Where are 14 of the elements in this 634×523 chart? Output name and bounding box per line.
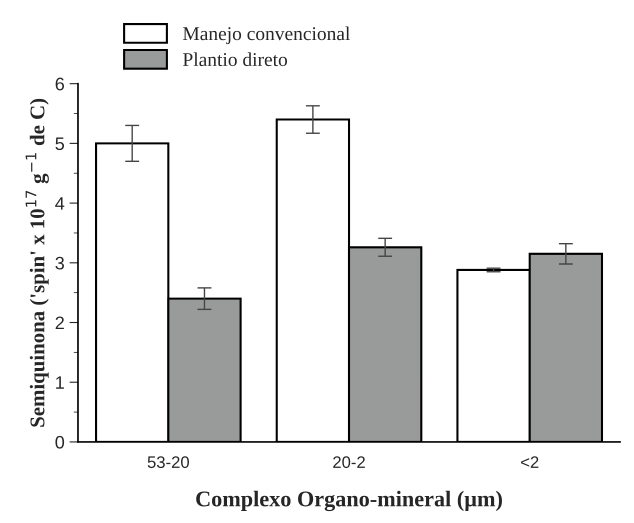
- y-axis-title: Semiquinona ('spin' x 10$^{17}$ g$^{−1}$ de C): [26, 98, 49, 427]
- y-tick-label: 5: [55, 138, 64, 150]
- x-tick-label: <2: [521, 456, 538, 468]
- y-tick-label: 6: [56, 78, 64, 90]
- x-tick-label: 53-20: [148, 456, 189, 468]
- y-tick-label: 1: [56, 376, 64, 389]
- y-tick-label: 4: [55, 197, 64, 210]
- legend-label: Plantio direto: [183, 52, 288, 66]
- legend-label: Manejo convencional: [183, 26, 350, 44]
- y-tick-label: 3: [55, 256, 64, 270]
- x-axis-title: Complexo Organo-mineral (µm): [196, 490, 502, 512]
- x-tick-label: 20-2: [333, 456, 365, 468]
- y-tick-label: 2: [56, 316, 64, 330]
- y-tick-label: 0: [55, 436, 64, 449]
